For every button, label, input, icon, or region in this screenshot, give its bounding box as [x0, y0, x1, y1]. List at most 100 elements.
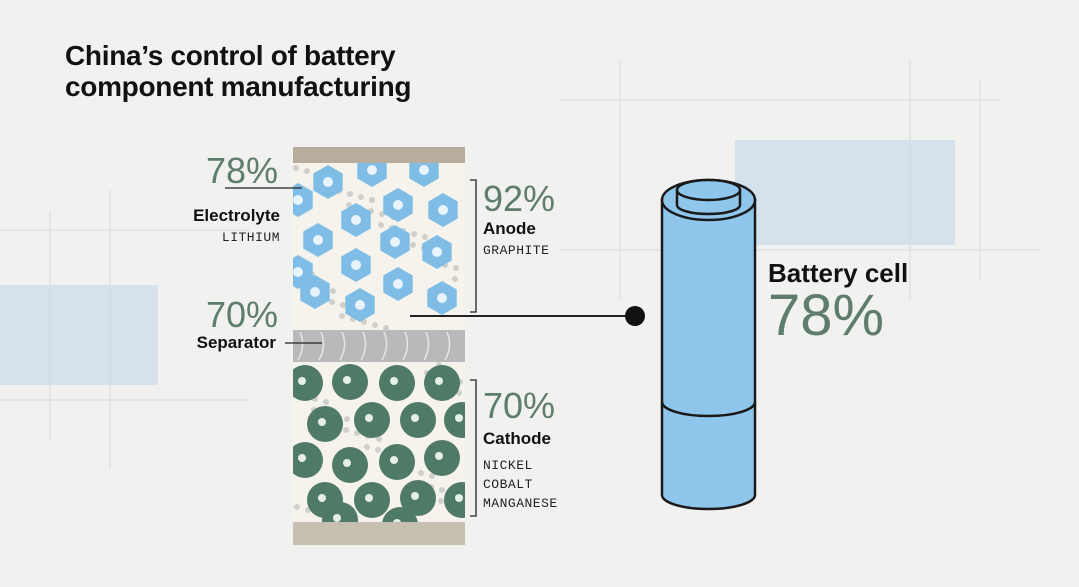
- separator-region: [293, 330, 465, 362]
- hexagon-core: [419, 165, 429, 175]
- speck: [372, 322, 378, 328]
- speck: [344, 416, 350, 422]
- speck: [411, 231, 417, 237]
- speck: [410, 242, 416, 248]
- cathode-material: COBALT: [483, 477, 533, 492]
- hexagon-core: [393, 279, 403, 289]
- fibre: [297, 331, 304, 361]
- particle-core: [390, 456, 398, 464]
- connector-dot: [625, 306, 645, 326]
- particle-core: [393, 519, 401, 522]
- speck: [422, 234, 428, 240]
- particle-core: [298, 377, 306, 385]
- fibre: [423, 331, 430, 361]
- hexagon-core: [323, 177, 333, 187]
- speck: [378, 222, 384, 228]
- leader-lines: [225, 179, 635, 517]
- battery-cell: [660, 178, 757, 511]
- speck: [347, 191, 353, 197]
- hexagon-core: [293, 267, 303, 277]
- speck: [343, 427, 349, 433]
- hexagon-core: [310, 287, 320, 297]
- anode-percent: 92%: [483, 178, 556, 219]
- particle-core: [298, 454, 306, 462]
- particle-core: [365, 494, 373, 502]
- fibre: [318, 331, 325, 361]
- hexagon-core: [313, 235, 323, 245]
- hexagon-core: [367, 165, 377, 175]
- speck: [429, 473, 435, 479]
- cathode-particle: [293, 442, 323, 478]
- cathode-material: MANGANESE: [483, 496, 558, 511]
- hexagon-core: [393, 200, 403, 210]
- particle-core: [435, 452, 443, 460]
- fibre: [444, 331, 451, 361]
- hexagon-core: [432, 247, 442, 257]
- particle-core: [318, 418, 326, 426]
- electrolyte-material: LITHIUM: [221, 230, 280, 245]
- particle-core: [455, 414, 463, 422]
- speck: [369, 197, 375, 203]
- hexagon-core: [293, 195, 303, 205]
- cathode-name: Cathode: [483, 429, 551, 448]
- background-grid: [0, 60, 1040, 470]
- speck: [439, 487, 445, 493]
- speck: [364, 444, 370, 450]
- speck: [329, 299, 335, 305]
- separator-percent: 70%: [205, 294, 278, 335]
- speck: [452, 276, 458, 282]
- speck: [418, 470, 424, 476]
- particle-core: [390, 377, 398, 385]
- cathode-material: NICKEL: [483, 458, 533, 473]
- hexagon-core: [390, 237, 400, 247]
- hexagon-core: [355, 300, 365, 310]
- speck: [376, 436, 382, 442]
- hexagon-core: [351, 215, 361, 225]
- cathode-particle: [293, 365, 323, 401]
- particle-core: [333, 514, 341, 522]
- particle-core: [343, 376, 351, 384]
- cathode-particles: [293, 364, 465, 522]
- bottom-cap: [293, 522, 465, 545]
- hexagon-core: [437, 293, 447, 303]
- fibre: [339, 331, 346, 361]
- cathode-particle: [444, 402, 465, 438]
- title: China’s control of battery component man…: [65, 40, 412, 102]
- speck: [304, 168, 310, 174]
- particle-core: [343, 459, 351, 467]
- fibre: [381, 331, 388, 361]
- speck: [453, 265, 459, 271]
- electrolyte-name: Electrolyte: [193, 206, 280, 225]
- speck: [340, 302, 346, 308]
- anode-material: GRAPHITE: [483, 243, 550, 258]
- particle-core: [365, 414, 373, 422]
- speck: [339, 313, 345, 319]
- particle-core: [435, 377, 443, 385]
- particle-core: [411, 492, 419, 500]
- cathode-percent: 70%: [483, 385, 556, 426]
- hexagon-core: [351, 260, 361, 270]
- hexagon-core: [438, 205, 448, 215]
- speck: [293, 165, 299, 171]
- anode-name: Anode: [483, 219, 536, 238]
- speck: [383, 325, 389, 331]
- speck: [438, 498, 444, 504]
- battery-name: Battery cell: [768, 258, 909, 288]
- cathode-particle: [322, 502, 358, 522]
- battery-percent: 78%: [768, 283, 885, 348]
- speck: [294, 504, 300, 510]
- cathode-particle: [382, 507, 418, 522]
- fibre: [402, 331, 409, 361]
- particle-core: [318, 494, 326, 502]
- separator-name: Separator: [196, 333, 276, 352]
- top-cap: [293, 147, 465, 163]
- electrolyte-percent: 78%: [205, 150, 278, 191]
- speck: [330, 288, 336, 294]
- bg-patch: [0, 285, 158, 385]
- speck: [323, 399, 329, 405]
- speck: [375, 447, 381, 453]
- cathode-particle: [444, 482, 465, 518]
- speck: [358, 194, 364, 200]
